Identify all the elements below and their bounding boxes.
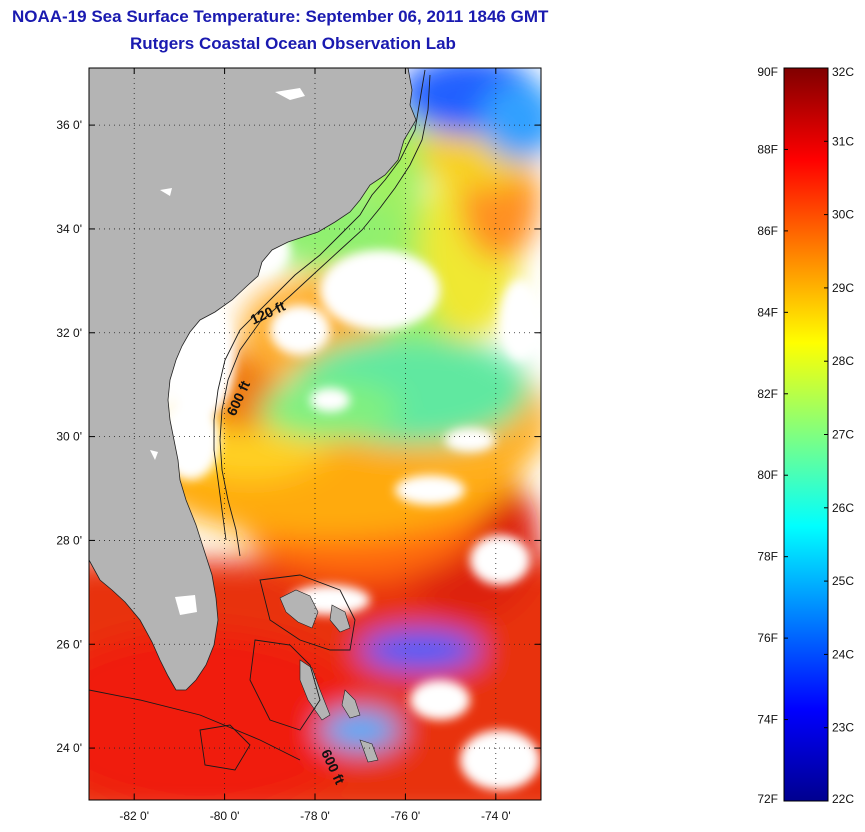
colorbar-c-label: 27C [832, 428, 854, 442]
lat-tick-label: 28 0' [56, 533, 82, 547]
colorbar-c-label: 30C [832, 208, 854, 222]
colorbar-f-label: 84F [757, 305, 778, 319]
colorbar-c-label: 24C [832, 647, 854, 661]
lat-tick-label: 36 0' [56, 118, 82, 132]
colorbar-f-label: 72F [757, 792, 778, 806]
colorbar-celsius-labels: 32C 31C 30C 29C 28C 27C 26C 25C 24C 23C 22C [824, 65, 854, 806]
colorbar-c-label: 26C [832, 501, 854, 515]
lat-tick-label: 34 0' [56, 222, 82, 236]
bathymetry-contours [89, 69, 431, 771]
lat-tick-label: 26 0' [56, 637, 82, 651]
lat-tick-label: 30 0' [56, 430, 82, 444]
colorbar-c-label: 23C [832, 721, 854, 735]
colorbar-c-label: 28C [832, 354, 854, 368]
colorbar-f-label: 82F [757, 387, 778, 401]
colorbar: 90F 88F 86F 84F 82F 80F 78F 76F 74F 72F 32C 31C 30C… [757, 65, 854, 806]
colorbar-f-label: 76F [757, 631, 778, 645]
lon-tick-label: -74 0' [481, 809, 511, 823]
lon-tick-label: -82 0' [119, 809, 149, 823]
colorbar-f-label: 86F [757, 224, 778, 238]
colorbar-f-label: 80F [757, 468, 778, 482]
map-subtitle: Rutgers Coastal Ocean Observation Lab [130, 34, 456, 53]
lon-tick-label: -78 0' [300, 809, 330, 823]
lat-tick-label: 24 0' [56, 741, 82, 755]
bahamas-islands [279, 589, 379, 763]
colorbar-scale [783, 67, 829, 802]
colorbar-f-label: 74F [757, 713, 778, 727]
land-mass [89, 68, 417, 691]
colorbar-fahrenheit-labels: 90F 88F 86F 84F 82F 80F 78F 76F 74F 72F [757, 65, 788, 806]
lat-tick-label: 32 0' [56, 326, 82, 340]
lon-tick-label: -76 0' [391, 809, 421, 823]
colorbar-c-label: 25C [832, 574, 854, 588]
lon-tick-label: -80 0' [210, 809, 240, 823]
colorbar-f-label: 88F [757, 142, 778, 156]
graticule [89, 68, 541, 800]
map-title: NOAA-19 Sea Surface Temperature: Septemb… [12, 7, 549, 26]
colorbar-c-label: 29C [832, 281, 854, 295]
colorbar-c-label: 32C [832, 65, 854, 79]
map-axes: -82 0' -80 0' -78 0' -76 0' -74 0' 24 0' 26 0'… [56, 68, 541, 823]
colorbar-f-label: 90F [757, 65, 778, 79]
colorbar-f-label: 78F [757, 550, 778, 564]
colorbar-c-label: 31C [832, 134, 854, 148]
colorbar-c-label: 22C [832, 792, 854, 806]
land-lakes [150, 88, 305, 615]
